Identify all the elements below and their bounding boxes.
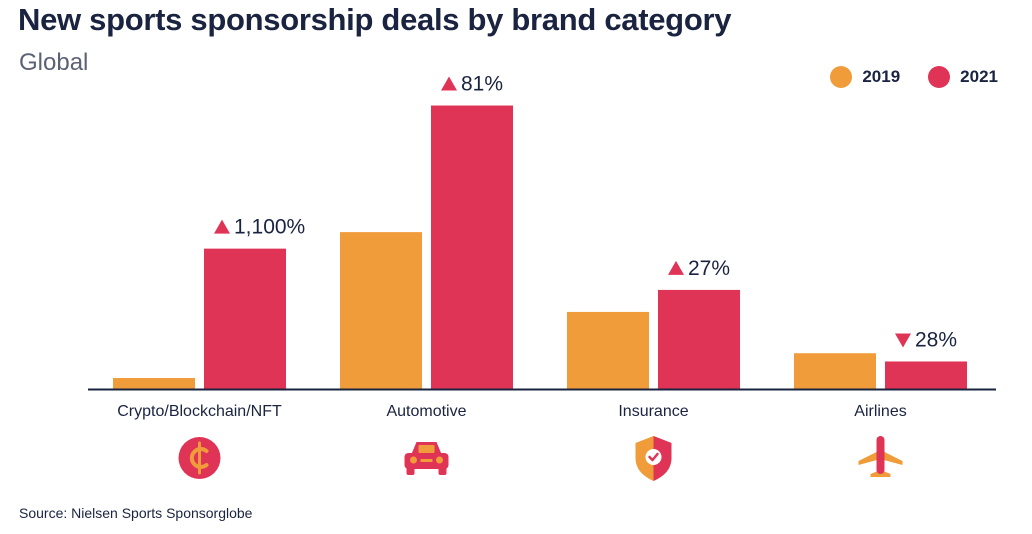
bar-insurance-2021 bbox=[658, 289, 740, 389]
bar-airlines-2021 bbox=[885, 361, 967, 389]
legend: 2019 2021 bbox=[802, 66, 998, 88]
change-label-insurance: 27% bbox=[668, 257, 730, 280]
change-label-airlines: 28% bbox=[895, 328, 957, 351]
airplane-icon bbox=[858, 436, 903, 477]
bar-automotive-2019 bbox=[340, 232, 422, 389]
up-arrow-icon bbox=[668, 260, 684, 275]
change-value-airlines: 28% bbox=[915, 328, 957, 351]
chart-title: New sports sponsorship deals by brand ca… bbox=[18, 2, 732, 37]
legend-item-2021: 2021 bbox=[928, 66, 998, 88]
bar-airlines-2019 bbox=[794, 353, 876, 389]
source-note: Source: Nielsen Sports Sponsorglobe bbox=[19, 505, 253, 521]
category-label-automotive: Automotive bbox=[386, 403, 466, 420]
bar-automotive-2021 bbox=[431, 105, 513, 389]
up-arrow-icon bbox=[441, 76, 457, 91]
up-arrow-icon bbox=[214, 219, 230, 234]
shield-check-icon bbox=[635, 436, 672, 481]
car-icon bbox=[404, 442, 449, 475]
change-value-automotive: 81% bbox=[461, 73, 503, 96]
legend-label-2021: 2021 bbox=[960, 67, 998, 86]
down-arrow-icon bbox=[895, 333, 911, 348]
change-value-crypto-blockchain-nft: 1,100% bbox=[234, 216, 305, 239]
change-value-insurance: 27% bbox=[688, 257, 730, 280]
category-label-insurance: Insurance bbox=[618, 403, 688, 420]
legend-swatch-2019 bbox=[830, 66, 853, 88]
legend-label-2019: 2019 bbox=[862, 67, 901, 86]
legend-item-2019: 2019 bbox=[830, 66, 900, 88]
chart-subtitle: Global bbox=[19, 49, 89, 76]
bar-crypto-blockchain-nft-2019 bbox=[113, 377, 195, 389]
category-label-crypto-blockchain-nft: Crypto/Blockchain/NFT bbox=[117, 403, 282, 420]
bar-insurance-2019 bbox=[567, 311, 649, 389]
change-label-crypto-blockchain-nft: 1,100% bbox=[214, 216, 305, 239]
crypto-coin-icon bbox=[178, 437, 221, 479]
bar-crypto-blockchain-nft-2021 bbox=[204, 248, 286, 389]
category-label-airlines: Airlines bbox=[854, 403, 906, 420]
change-label-automotive: 81% bbox=[441, 73, 503, 96]
legend-swatch-2021 bbox=[928, 66, 951, 88]
